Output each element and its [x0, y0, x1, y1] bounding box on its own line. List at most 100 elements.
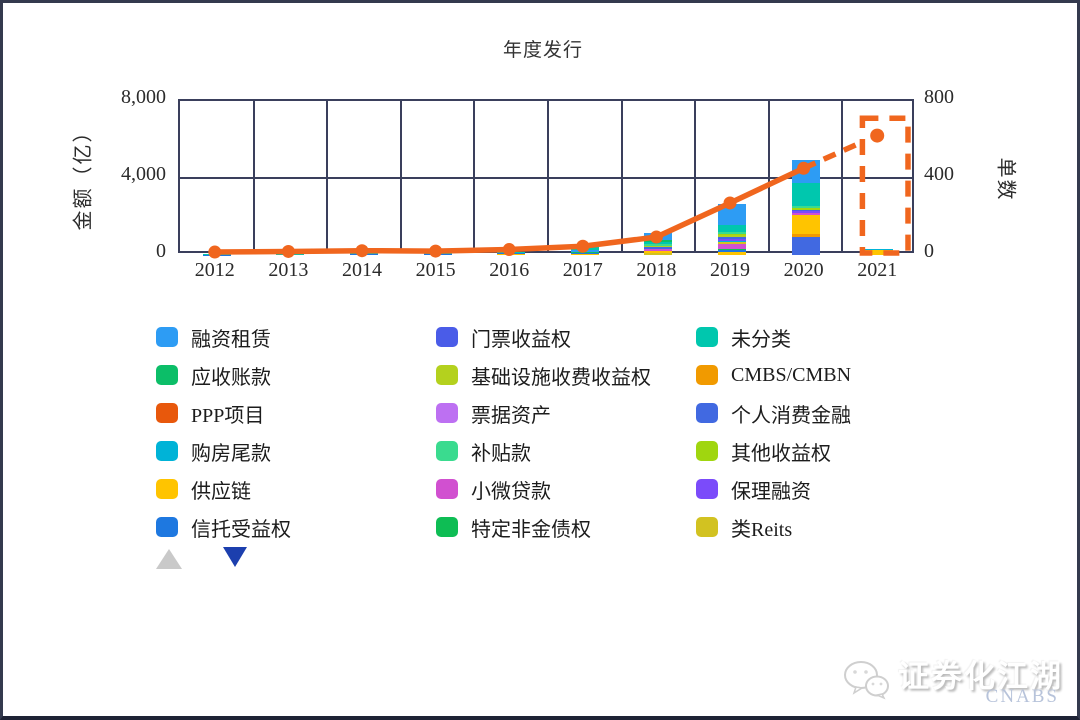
bar-segment-2020 — [791, 183, 820, 207]
y-axis-tick-right: 400 — [924, 163, 954, 185]
legend-label: 个人消费金融 — [731, 404, 851, 427]
wechat-icon — [844, 661, 889, 700]
grid-line-vertical — [252, 101, 255, 251]
legend-swatch — [696, 517, 718, 537]
legend-item-未分类[interactable]: 未分类 — [696, 326, 851, 351]
bar-segment-2019 — [718, 242, 746, 245]
bar-segment-2019 — [718, 225, 746, 232]
legend-item-补贴款[interactable]: 补贴款 — [436, 440, 651, 465]
legend-swatch — [436, 327, 458, 347]
legend-swatch — [436, 441, 458, 461]
bar-segment-2017 — [570, 246, 599, 251]
bar-segment-2020 — [791, 237, 820, 255]
bar-segment-2019 — [718, 250, 746, 253]
legend-swatch — [696, 365, 718, 385]
legend-swatch — [156, 327, 178, 347]
bar-segment-2019 — [718, 235, 746, 237]
legend-item-特定非金债权[interactable]: 特定非金债权 — [436, 516, 651, 541]
legend-column: 未分类 CMBS/CMBN 个人消费金融 其他收益权保理融资类Reits — [696, 326, 851, 541]
legend-swatch — [156, 441, 178, 461]
legend-swatch — [436, 517, 458, 537]
legend-swatch — [696, 441, 718, 461]
bar-segment-2021 — [865, 248, 894, 250]
legend-item-融资租赁[interactable]: 融资租赁 — [156, 326, 291, 351]
legend-swatch — [696, 403, 718, 423]
legend-item-门票收益权[interactable]: 门票收益权 — [436, 326, 651, 351]
watermark-org: CNABS — [985, 686, 1059, 707]
legend-label: 票据资产 — [471, 404, 551, 427]
chart-title: 年度发行 — [502, 40, 583, 61]
legend-swatch — [436, 479, 458, 499]
bar-segment-2018 — [644, 251, 673, 254]
legend-item-类Reits[interactable]: 类Reits — [696, 516, 851, 541]
bar-segment-2016 — [497, 254, 526, 255]
bar-segment-2020 — [791, 206, 820, 209]
bar-segment-2018 — [644, 244, 673, 246]
bar-segment-2018 — [644, 241, 673, 245]
bar-segment-2016 — [497, 253, 526, 254]
bar-segment-2018 — [644, 248, 673, 252]
bar-segment-2014 — [350, 253, 378, 255]
legend-item-应收账款[interactable]: 应收账款 — [156, 364, 291, 389]
bar-segment-2014 — [350, 254, 378, 255]
legend-item-购房尾款[interactable]: 购房尾款 — [156, 440, 291, 465]
bar-segment-2021 — [865, 249, 894, 255]
legend-label: 保理融资 — [731, 480, 811, 503]
legend-label: PPP项目 — [191, 404, 265, 427]
legend-label: 基础设施收费收益权 — [471, 366, 651, 389]
bar-segment-2017 — [570, 252, 599, 254]
bar-segment-2020 — [791, 209, 820, 212]
grid-line-vertical — [694, 101, 697, 251]
y-axis-tick-right: 0 — [924, 240, 934, 262]
watermark-brand: 证券化江湖 — [898, 659, 1063, 694]
grid-line-vertical — [767, 101, 770, 251]
legend-label: 供应链 — [191, 480, 251, 503]
bar-segment-2020 — [791, 215, 820, 234]
legend-item-供应链[interactable]: 供应链 — [156, 478, 291, 503]
legend-scroll-down-icon[interactable] — [223, 547, 247, 567]
x-axis-tick: 2021 — [857, 259, 898, 281]
legend-label: 应收账款 — [191, 366, 271, 389]
legend-item-基础设施收费收益权[interactable]: 基础设施收费收益权 — [436, 364, 651, 389]
legend-label: 其他收益权 — [731, 442, 831, 465]
legend-label: 补贴款 — [471, 442, 531, 465]
bar-segment-2019 — [718, 248, 746, 251]
bar-segment-2013 — [276, 253, 305, 255]
legend-item-票据资产[interactable]: 票据资产 — [436, 402, 651, 427]
bar-segment-2013 — [276, 254, 305, 255]
legend-item-信托受益权[interactable]: 信托受益权 — [156, 516, 291, 541]
x-axis-tick: 2017 — [562, 259, 603, 281]
bar-segment-2018 — [644, 246, 673, 249]
legend-label: CMBS/CMBN — [731, 363, 852, 386]
legend-column: 门票收益权基础设施收费收益权 票据资产补贴款小微贷款特定非金债权 — [436, 326, 651, 541]
bar-segment-2017 — [570, 253, 599, 255]
bar-segment-2016 — [497, 251, 526, 254]
legend-swatch — [156, 365, 178, 385]
legend-swatch — [156, 479, 178, 499]
grid-line-vertical — [326, 101, 329, 251]
bar-segment-2019 — [718, 240, 746, 243]
legend-swatch — [436, 365, 458, 385]
legend-scroll-up-icon[interactable] — [156, 549, 182, 569]
legend-item-个人消费金融[interactable]: 个人消费金融 — [696, 402, 851, 427]
legend-swatch — [156, 517, 178, 537]
x-axis-tick: 2020 — [783, 259, 824, 281]
bar-segment-2020 — [791, 213, 820, 216]
legend-item-小微贷款[interactable]: 小微贷款 — [436, 478, 651, 503]
legend-item-PPP项目[interactable]: PPP项目 — [156, 402, 291, 427]
bar-segment-2019 — [718, 231, 746, 234]
x-axis-tick: 2014 — [341, 259, 382, 281]
x-axis-tick: 2012 — [194, 259, 235, 281]
legend-item-CMBS/CMBN[interactable]: CMBS/CMBN — [696, 364, 851, 386]
bar-segment-2017 — [570, 250, 599, 252]
legend-item-保理融资[interactable]: 保理融资 — [696, 478, 851, 503]
y-axis-tick-right: 800 — [924, 86, 954, 108]
plot-area — [178, 99, 914, 255]
legend-label: 特定非金债权 — [471, 518, 591, 541]
grid-line-vertical — [547, 101, 549, 251]
legend-label: 信托受益权 — [191, 518, 291, 541]
bar-segment-2019 — [718, 233, 746, 236]
bar-segment-2020 — [791, 208, 820, 210]
legend-item-其他收益权[interactable]: 其他收益权 — [696, 440, 851, 465]
